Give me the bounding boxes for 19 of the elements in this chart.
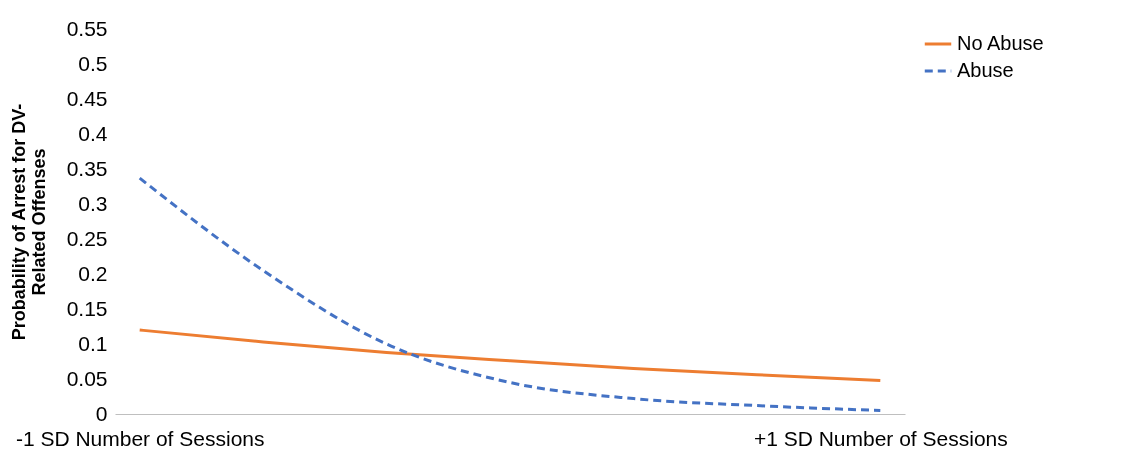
y-tick-label: 0.05 [66,366,108,390]
y-tick-label: 0.25 [66,226,108,250]
legend-label: Abuse [957,59,1014,81]
y-tick-label: 0.4 [78,121,108,145]
y-tick-label: 0.45 [66,86,108,110]
y-tick-label: 0.2 [78,261,108,285]
y-tick-label: 0.5 [78,51,108,75]
y-tick-label: 0 [95,401,108,425]
legend-label: No Abuse [957,32,1044,54]
y-axis-title: Probability of Arrest for DV-Related Offenses [8,103,49,341]
x-tick-label: -1 SD Number of Sessions [15,426,265,450]
y-tick-label: 0.55 [66,16,108,40]
y-tick-label: 0.35 [66,156,108,180]
line-series [138,176,882,412]
x-tick-label: +1 SD Number of Sessions [753,426,1008,450]
line-series [138,328,882,382]
y-tick-label: 0.3 [78,191,108,215]
y-tick-label: 0.15 [66,296,108,320]
y-tick-label: 0.1 [78,331,108,355]
